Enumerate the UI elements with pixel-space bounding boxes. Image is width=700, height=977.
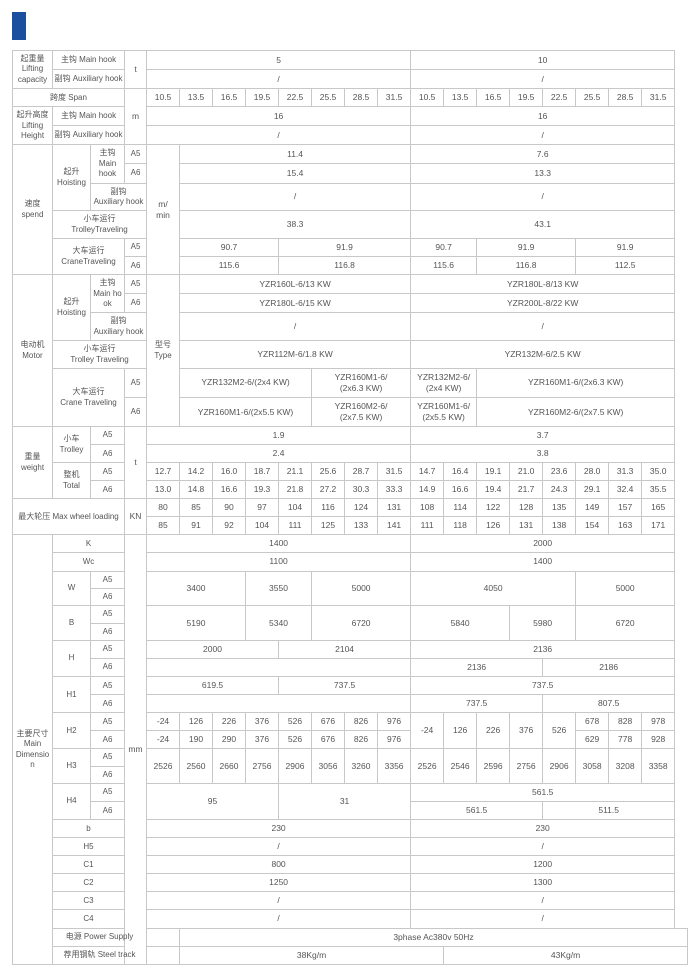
spec-table: 起重量Liftingcapacity主钩 Main hookt510副钩 Aux… <box>12 50 688 965</box>
title-bar <box>12 12 26 40</box>
lbl-track: 荐用钢轨 Steel track <box>53 946 147 964</box>
lbl-lifting: 起重量Liftingcapacity <box>13 51 53 89</box>
lbl-spend: 速度spend <box>13 145 53 275</box>
lbl-motor: 电动机Motor <box>13 275 53 427</box>
lbl-maindim: 主要尺寸MainDimension <box>13 535 53 964</box>
title-block <box>12 12 688 40</box>
lbl-power: 电源 Power Supply <box>53 928 147 946</box>
lbl-weight: 重量weight <box>13 427 53 499</box>
lbl-wheel: 最大轮压 Max wheel loading <box>13 499 125 535</box>
